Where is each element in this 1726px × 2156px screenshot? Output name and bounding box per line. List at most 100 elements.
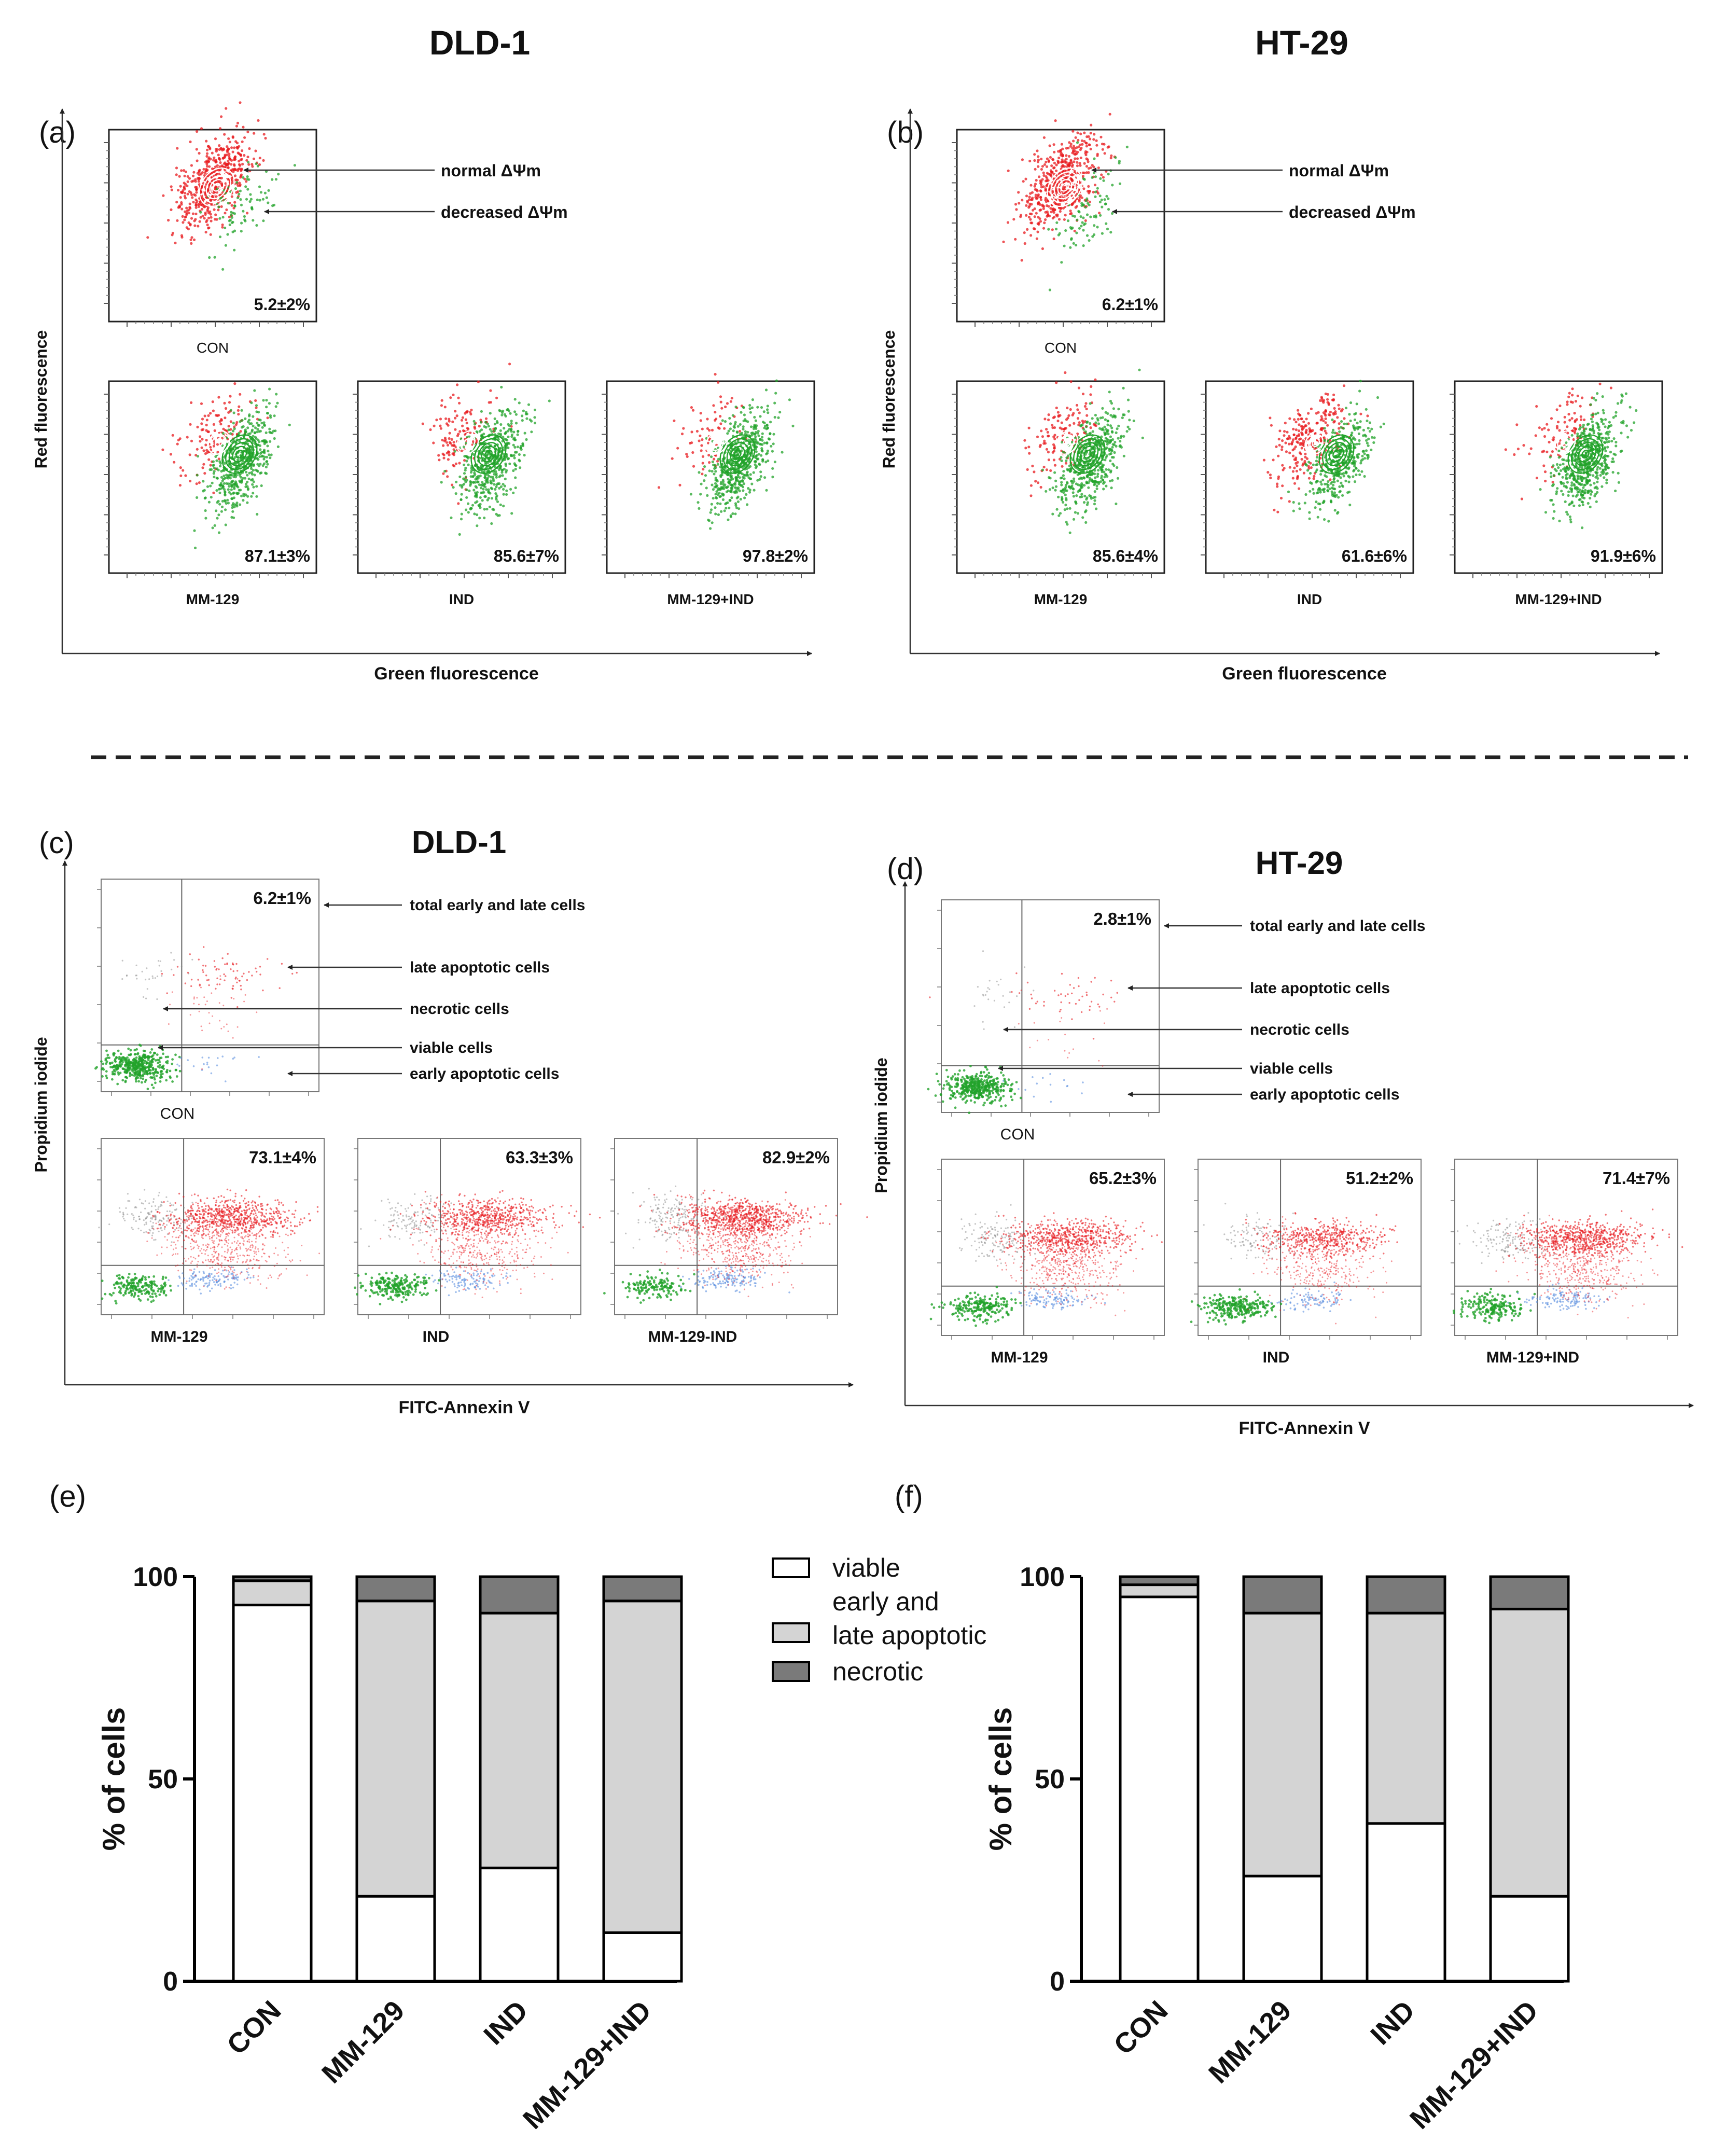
x-tick-label: IND	[478, 1995, 534, 2051]
mito-label: MM-129+IND	[1515, 591, 1602, 607]
annot-0: total early and late cells	[410, 897, 585, 914]
bar-necrotic-0	[1119, 1575, 1200, 1587]
mito-plot: 87.1±3% MM-129	[104, 380, 317, 607]
bar-necrotic-1	[1242, 1575, 1323, 1615]
plot-frame	[1454, 380, 1663, 574]
annot-1: late apoptotic cells	[1250, 980, 1390, 997]
apop-value: 6.2±1%	[253, 888, 311, 908]
x-tick-label: CON	[221, 1995, 287, 2061]
y-tick-label: 100	[1020, 1562, 1065, 1592]
mito-value: 5.2±2%	[254, 295, 310, 314]
bar-early-and-late-apoptotic-0	[1119, 1583, 1200, 1598]
bar-necrotic-2	[1366, 1575, 1446, 1615]
mito-plot: 5.2±2% CON	[104, 101, 317, 356]
panel-label-c: (c)	[39, 826, 74, 860]
apop-plot: 71.4±7% MM-129+IND	[1451, 1159, 1683, 1366]
bar-viable-2	[1366, 1822, 1446, 1983]
plot-frame	[606, 380, 815, 574]
apop-xlabel: FITC-Annexin V	[398, 1398, 530, 1417]
apop-plot: 51.2±2% IND	[1190, 1159, 1422, 1366]
apop-plot: 2.8±1% CON	[927, 899, 1160, 1143]
mito-label: CON	[197, 340, 229, 356]
apop-label: CON	[1000, 1126, 1035, 1143]
mito-plot: 6.2±1% CON	[952, 113, 1165, 356]
annot-3: viable cells	[410, 1039, 493, 1056]
bar-necrotic-0	[232, 1575, 313, 1582]
mito-value: 87.1±3%	[245, 547, 310, 565]
mito-plot: 91.9±6% MM-129+IND	[1450, 380, 1663, 607]
mito-label: MM-129	[186, 591, 240, 607]
plot-frame	[108, 129, 317, 323]
apop-plot: 63.3±3% IND	[354, 1138, 601, 1345]
mito-label: IND	[1297, 591, 1322, 607]
mito-plot: 85.6±4% MM-129	[952, 368, 1165, 607]
legend: viable early and late apoptotic necrotic	[772, 1553, 986, 1686]
apop-value: 71.4±7%	[1603, 1169, 1670, 1188]
y-tick-label: 50	[148, 1764, 178, 1795]
apop-panel-d: Propidium iodide FITC-Annexin V HT-29 2.8±1…	[872, 845, 1694, 1438]
mito-panel-a: Red fluorescence Green fluorescence 5.2±2%…	[32, 101, 815, 684]
bar-early-and-late-apoptotic-3	[602, 1599, 683, 1934]
mito-xlabel: Green fluorescence	[374, 664, 538, 684]
x-tick-label: MM-129+IND	[517, 1995, 658, 2135]
title-ht29: HT-29	[1255, 23, 1348, 62]
panel-label-e: (e)	[49, 1480, 86, 1513]
plot-frame	[941, 899, 1160, 1113]
plot-frame	[956, 129, 1165, 323]
annot-normal: normal ΔΨm	[441, 161, 541, 180]
annot-2: necrotic cells	[410, 1000, 509, 1018]
apop-plot: 73.1±4% MM-129	[97, 1138, 325, 1345]
legend-apoptotic-line1: early and	[832, 1587, 939, 1616]
x-tick-label: MM-129+IND	[1404, 1995, 1544, 2135]
apop-value: 65.2±3%	[1089, 1169, 1157, 1188]
apop-plot: 65.2±3% MM-129	[929, 1159, 1165, 1366]
x-tick-label: CON	[1108, 1995, 1174, 2061]
panel-label-d: (d)	[887, 852, 924, 886]
apop-ylabel: Propidium iodide	[32, 1037, 50, 1172]
mito-value: 85.6±7%	[494, 547, 559, 565]
mito-value: 61.6±6%	[1342, 547, 1407, 565]
y-tick-label: 0	[1050, 1967, 1065, 1997]
x-tick-label: IND	[1365, 1995, 1421, 2051]
legend-viable: viable	[832, 1553, 900, 1582]
mito-label: CON	[1045, 340, 1077, 356]
mito-plot: 97.8±2% MM-129+IND	[602, 373, 815, 607]
apop-label: MM-129	[150, 1328, 207, 1345]
x-tick-label: MM-129	[1203, 1995, 1297, 2089]
legend-necrotic: necrotic	[832, 1657, 923, 1686]
bar-early-and-late-apoptotic-3	[1489, 1607, 1570, 1898]
apop-value: 82.9±2%	[762, 1148, 830, 1167]
bar-viable-3	[602, 1931, 683, 1983]
plot-frame	[108, 380, 317, 574]
y-tick-label: 100	[133, 1562, 178, 1592]
mito-xlabel: Green fluorescence	[1222, 664, 1386, 684]
legend-swatch-apoptotic	[772, 1622, 810, 1643]
apop-label: IND	[1263, 1349, 1290, 1366]
bar-viable-1	[1242, 1874, 1323, 1983]
apop-title: DLD-1	[412, 825, 507, 860]
title-dld1: DLD-1	[429, 23, 530, 62]
apop-label: IND	[423, 1328, 450, 1345]
y-tick-label: 50	[1035, 1764, 1065, 1795]
mito-label: MM-129	[1034, 591, 1088, 607]
mito-panel-b: Red fluorescence Green fluorescence 6.2±1%…	[880, 108, 1663, 684]
bar-early-and-late-apoptotic-0	[232, 1579, 313, 1607]
mito-value: 97.8±2%	[743, 547, 808, 565]
mito-value: 6.2±1%	[1102, 295, 1158, 314]
bar-early-and-late-apoptotic-2	[479, 1611, 560, 1870]
apop-plot: 82.9±2% MM-129-IND	[603, 1138, 868, 1345]
annot-decreased: decreased ΔΨm	[441, 203, 568, 221]
annot-3: viable cells	[1250, 1060, 1333, 1077]
apop-label: MM-129	[991, 1349, 1048, 1366]
x-tick-label: MM-129	[316, 1995, 410, 2089]
apop-label: MM-129-IND	[648, 1328, 737, 1345]
apop-label: CON	[160, 1105, 195, 1122]
mito-value: 91.9±6%	[1591, 547, 1656, 565]
mito-value: 85.6±4%	[1093, 547, 1158, 565]
apop-plot: 6.2±1% CON	[94, 879, 319, 1122]
legend-apoptotic-line2: late apoptotic	[832, 1621, 986, 1650]
apop-value: 51.2±2%	[1346, 1169, 1413, 1188]
